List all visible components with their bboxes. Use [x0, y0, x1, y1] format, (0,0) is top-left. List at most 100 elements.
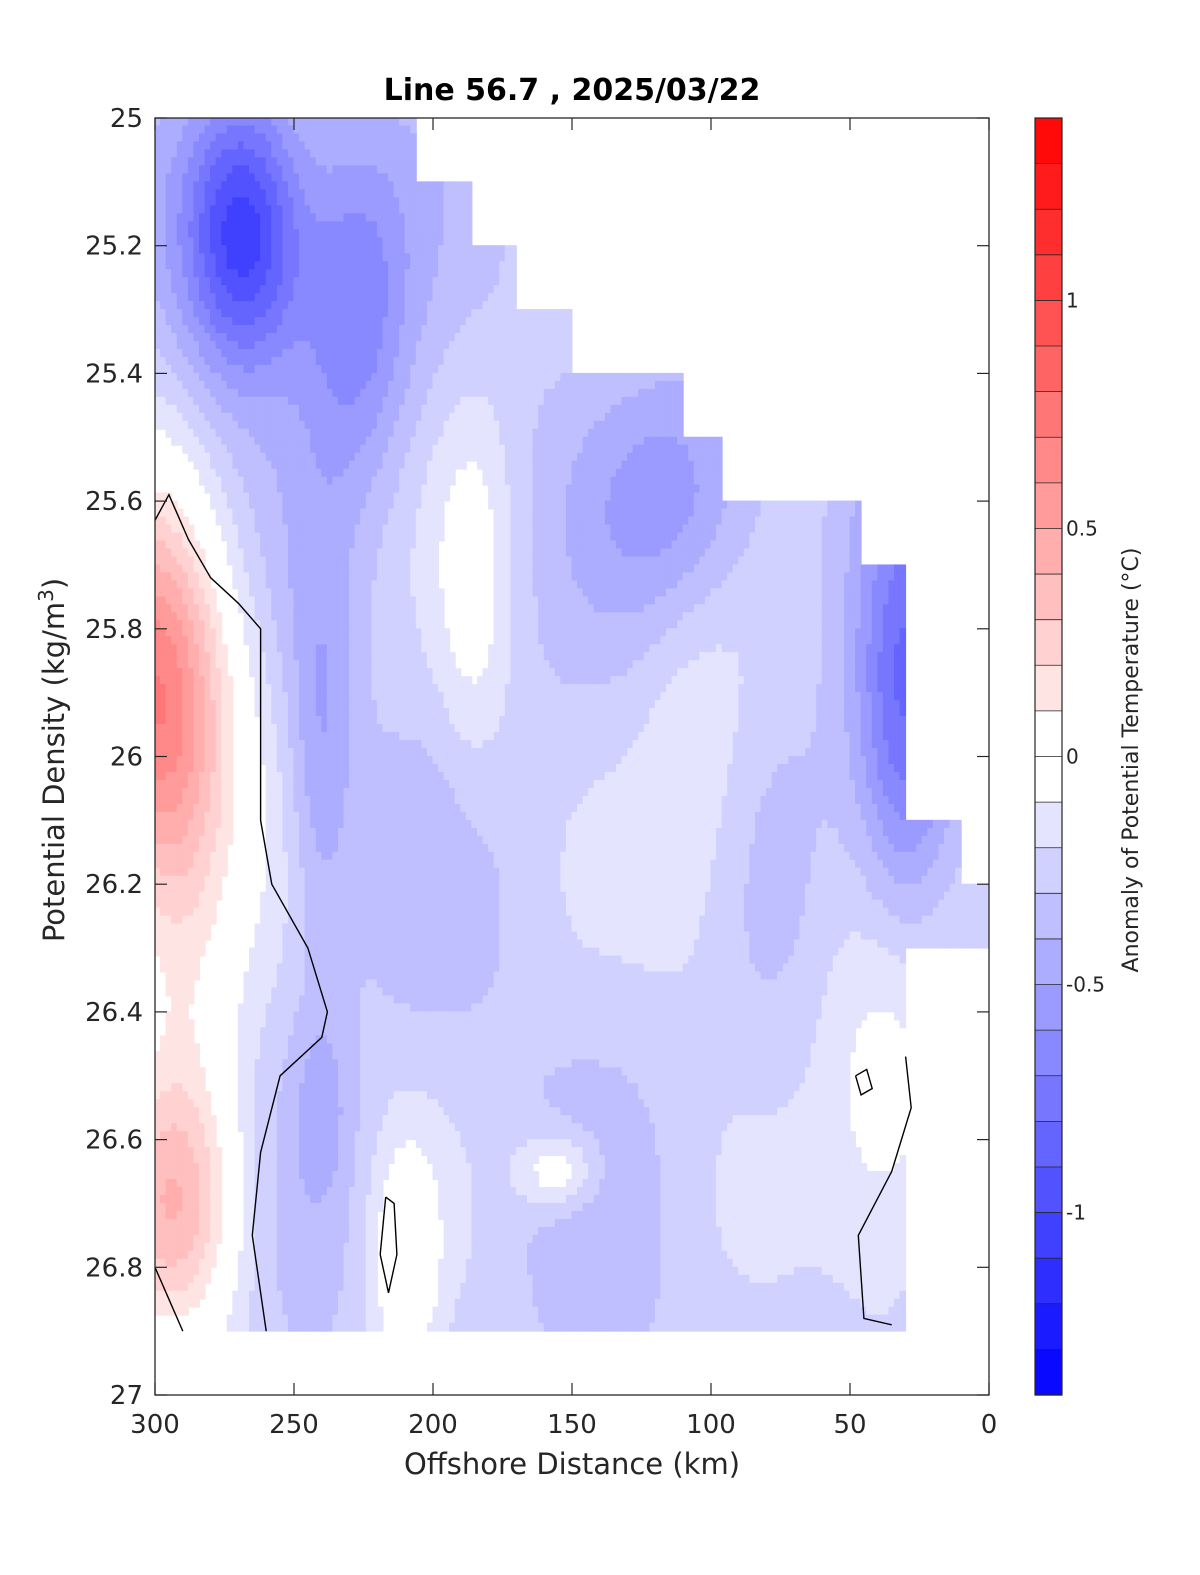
contour-cell — [204, 1210, 212, 1220]
contour-cell — [249, 1131, 256, 1141]
contour-cell — [360, 364, 367, 374]
contour-cell — [249, 340, 256, 350]
contour-cell — [204, 907, 212, 917]
contour-cell — [165, 1274, 173, 1284]
contour-cell — [337, 604, 345, 614]
contour-cell — [326, 1083, 334, 1093]
contour-cell — [349, 1258, 356, 1268]
contour-cell — [315, 1051, 323, 1061]
contour-cell — [282, 540, 289, 550]
contour-cell — [204, 460, 212, 470]
contour-cell — [237, 516, 245, 526]
contour-cell — [182, 221, 189, 231]
contour-cell — [182, 891, 189, 901]
contour-cell — [310, 859, 317, 869]
contour-cell — [287, 580, 295, 590]
contour-cell — [360, 133, 367, 143]
contour-cell — [276, 261, 284, 271]
contour-cell — [326, 1298, 334, 1308]
contour-cell — [315, 995, 323, 1005]
contour-cell — [315, 1202, 323, 1212]
contour-cell — [171, 995, 178, 1005]
contour-cell — [254, 1290, 262, 1300]
contour-cell — [354, 149, 362, 159]
contour-cell — [187, 859, 195, 869]
contour-cell — [265, 524, 273, 534]
contour-cell — [254, 947, 262, 957]
contour-cell — [243, 1027, 251, 1037]
contour-cell — [198, 1258, 206, 1268]
contour-cell — [265, 779, 273, 789]
contour-cell — [215, 795, 223, 805]
contour-cell — [265, 548, 273, 558]
contour-cell — [171, 141, 178, 151]
contour-cell — [304, 452, 312, 462]
contour-cell — [343, 716, 351, 726]
contour-cell — [165, 396, 173, 406]
contour-cell — [182, 237, 189, 247]
contour-cell — [293, 1115, 301, 1125]
contour-cell — [249, 1099, 256, 1109]
contour-cell — [310, 540, 317, 550]
contour-cell — [182, 867, 189, 877]
contour-cell — [287, 293, 295, 303]
contour-cell — [198, 756, 206, 765]
contour-cell — [354, 1123, 362, 1133]
contour-cell — [299, 1210, 306, 1220]
contour-cell — [315, 269, 323, 279]
contour-cell — [304, 724, 312, 734]
contour-cell — [165, 564, 173, 574]
contour-cell — [176, 779, 184, 789]
contour-cell — [282, 165, 289, 175]
contour-cell — [282, 1258, 289, 1268]
contour-cell — [176, 700, 184, 710]
contour-cell — [193, 364, 200, 374]
contour-cell — [198, 245, 206, 255]
contour-cell — [260, 1051, 267, 1061]
contour-cell — [343, 955, 351, 965]
contour-cell — [187, 189, 195, 199]
contour-cell — [210, 700, 217, 710]
contour-cell — [299, 484, 306, 494]
contour-cell — [165, 500, 173, 510]
contour-cell — [171, 660, 178, 670]
contour-cell — [260, 1266, 267, 1276]
contour-cell — [243, 1011, 251, 1021]
contour-cell — [215, 1155, 223, 1165]
contour-cell — [293, 221, 301, 231]
contour-cell — [249, 1186, 256, 1196]
contour-cell — [304, 1226, 312, 1236]
contour-cell — [260, 141, 267, 151]
contour-cell — [243, 157, 251, 167]
contour-cell — [243, 1155, 251, 1165]
contour-cell — [332, 771, 339, 781]
contour-cell — [293, 684, 301, 694]
contour-cell — [349, 636, 356, 646]
contour-cell — [332, 460, 339, 470]
contour-cell — [182, 1043, 189, 1053]
contour-cell — [260, 748, 267, 757]
contour-cell — [265, 1091, 273, 1101]
contour-cell — [282, 277, 289, 287]
contour-cell — [155, 803, 162, 813]
contour-cell — [321, 1099, 328, 1109]
contour-cell — [326, 460, 334, 470]
contour-cell — [354, 692, 362, 702]
contour-cell — [293, 883, 301, 893]
contour-cell — [187, 1186, 195, 1196]
contour-cell — [265, 380, 273, 390]
contour-cell — [193, 1091, 200, 1101]
contour-cell — [343, 987, 351, 997]
contour-cell — [321, 157, 328, 167]
contour-cell — [193, 748, 200, 757]
contour-cell — [160, 420, 167, 430]
contour-cell — [299, 923, 306, 933]
contour-cell — [315, 668, 323, 678]
contour-cell — [315, 660, 323, 670]
contour-cell — [299, 436, 306, 446]
contour-cell — [337, 1322, 345, 1332]
contour-cell — [315, 293, 323, 303]
contour-cell — [360, 277, 367, 287]
contour-cell — [304, 740, 312, 750]
contour-cell — [165, 939, 173, 949]
